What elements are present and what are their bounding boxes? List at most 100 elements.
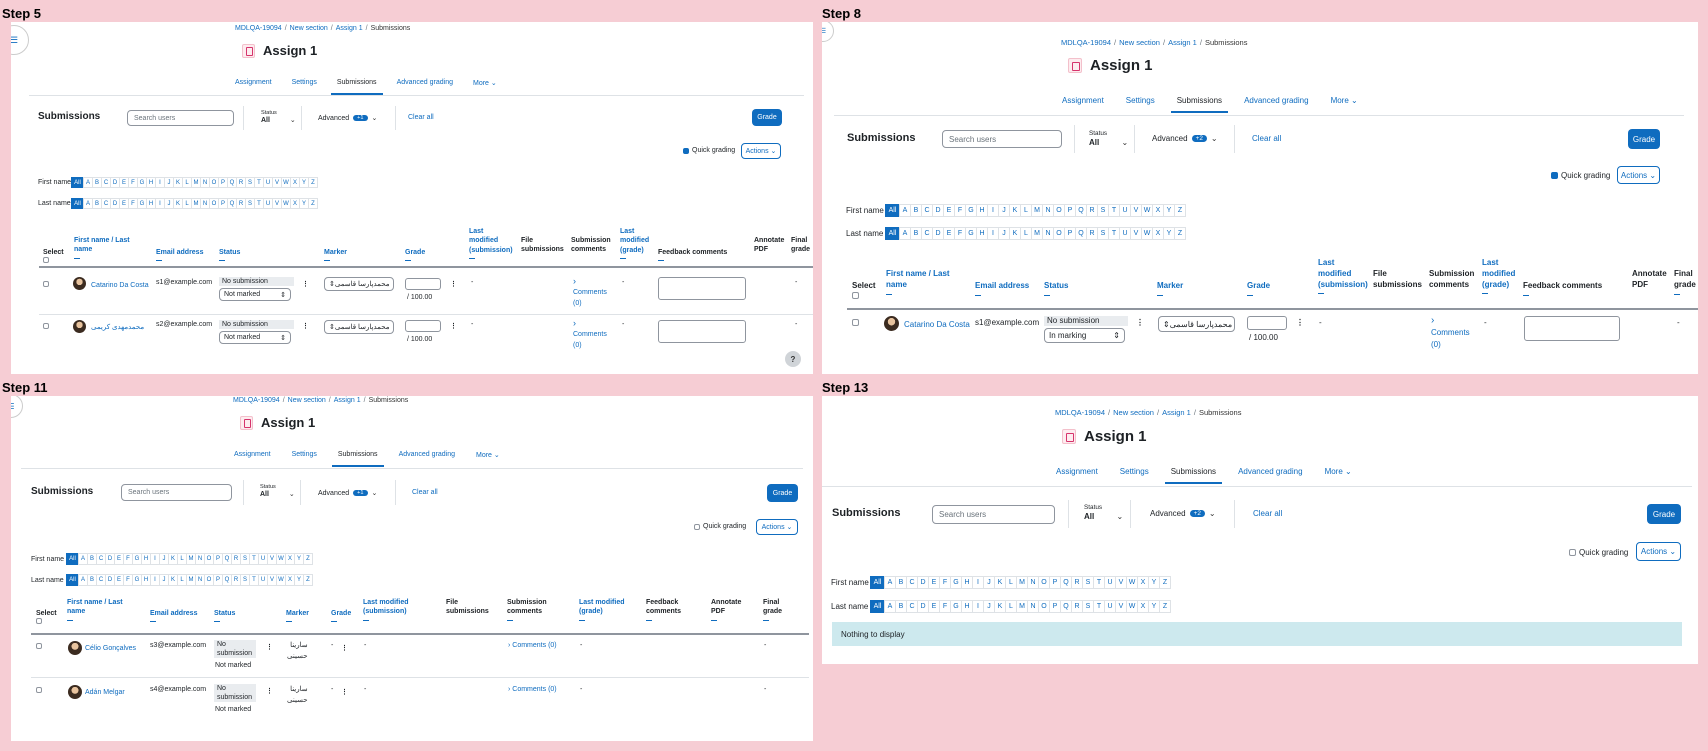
breadcrumb-section[interactable]: New section	[1113, 408, 1154, 417]
breadcrumb-course[interactable]: MDLQA-19094	[1055, 408, 1106, 417]
quick-grading-checkbox[interactable]	[694, 523, 700, 530]
breadcrumb-section[interactable]: New section	[287, 397, 326, 404]
clear-all-link[interactable]: Clear all	[408, 114, 434, 121]
tab-more[interactable]: More ⌄	[1330, 96, 1358, 105]
comments-link[interactable]: Comments (0)	[573, 331, 607, 349]
drawer-toggle-icon[interactable]: ☰	[822, 22, 834, 42]
grade-input[interactable]	[405, 320, 441, 332]
breadcrumb-course[interactable]: MDLQA-19094	[233, 397, 280, 404]
last-initial-z[interactable]: Z	[308, 198, 318, 209]
first-initial-z[interactable]: Z	[303, 553, 313, 565]
tab-assignment[interactable]: Assignment	[1062, 96, 1104, 105]
marker-select[interactable]: ⇕ محمدپارسا قاسمی	[1158, 316, 1235, 332]
kebab-icon[interactable]: ⋮	[302, 323, 309, 330]
kebab-icon[interactable]: ⋮	[341, 689, 348, 696]
row-select-checkbox[interactable]	[852, 319, 859, 326]
last-initial-z[interactable]: Z	[303, 574, 313, 586]
header-marker[interactable]: Marker	[1157, 281, 1183, 296]
kebab-icon[interactable]: ⋮	[1136, 318, 1144, 327]
breadcrumb-assign[interactable]: Assign 1	[333, 397, 361, 404]
user-name-link[interactable]: محمدمهدی کریمی	[91, 324, 145, 331]
user-name-link[interactable]: Catarino Da Costa	[91, 282, 149, 289]
row-select-checkbox[interactable]	[43, 281, 49, 287]
search-input[interactable]: Search users	[932, 505, 1055, 524]
clear-all-link[interactable]: Clear all	[1252, 134, 1282, 143]
kebab-icon[interactable]: ⋮	[302, 281, 309, 288]
tab-more[interactable]: More ⌄	[473, 80, 497, 87]
marking-workflow-select[interactable]: Not marked ⇕	[219, 288, 291, 301]
header-email[interactable]: Email address	[156, 248, 203, 262]
breadcrumb-course[interactable]: MDLQA-19094	[1061, 38, 1112, 47]
header-grade[interactable]: Grade	[1247, 281, 1270, 296]
status-filter[interactable]: Status All ⌄	[1084, 504, 1123, 522]
row-select-checkbox[interactable]	[43, 323, 49, 329]
grade-button[interactable]: Grade	[752, 109, 782, 126]
tab-settings[interactable]: Settings	[291, 79, 317, 86]
header-status[interactable]: Status	[214, 609, 235, 623]
actions-button[interactable]: Actions ⌄	[1636, 542, 1681, 561]
header-grade[interactable]: Grade	[331, 609, 351, 623]
search-input[interactable]: Search users	[121, 484, 232, 501]
header-last-modified-submission[interactable]: Last modified (submission)	[363, 598, 433, 621]
header-feedback-comments[interactable]: Feedback comments	[1523, 281, 1602, 296]
marking-workflow-select[interactable]: Not marked ⇕	[219, 331, 291, 344]
grade-button[interactable]: Grade	[767, 484, 798, 502]
comments-link[interactable]: › Comments (0)	[508, 642, 557, 649]
breadcrumb-assign[interactable]: Assign 1	[1168, 38, 1197, 47]
tab-settings[interactable]: Settings	[1119, 467, 1149, 476]
chevron-right-icon[interactable]: ›	[573, 276, 576, 286]
tab-settings[interactable]: Settings	[1125, 96, 1155, 105]
header-last-modified-submission[interactable]: Last modified (submission)	[1318, 258, 1368, 295]
marker-select[interactable]: ⇕ محمدپارسا قاسمی	[324, 277, 394, 291]
tab-advanced-grading[interactable]: Advanced grading	[398, 451, 455, 458]
tab-more[interactable]: More ⌄	[1324, 467, 1352, 476]
tab-submissions[interactable]: Submissions	[331, 451, 384, 467]
drawer-toggle-icon[interactable]: ☰	[11, 396, 23, 418]
header-status[interactable]: Status	[1044, 281, 1068, 296]
select-all-checkbox[interactable]	[43, 257, 49, 264]
breadcrumb-assign[interactable]: Assign 1	[1162, 408, 1191, 417]
quick-grading-toggle[interactable]: Quick grading	[694, 523, 746, 530]
kebab-icon[interactable]: ⋮	[1296, 318, 1304, 327]
advanced-filter[interactable]: Advanced +2 ⌄	[1152, 134, 1218, 143]
feedback-textarea[interactable]	[1524, 316, 1620, 341]
grade-input[interactable]	[405, 278, 441, 290]
user-name-link[interactable]: Catarino Da Costa	[904, 320, 970, 329]
tab-submissions[interactable]: Submissions	[330, 79, 383, 95]
kebab-icon[interactable]: ⋮	[450, 281, 457, 288]
header-marker[interactable]: Marker	[324, 248, 347, 262]
breadcrumb-course[interactable]: MDLQA-19094	[235, 25, 282, 32]
advanced-filter[interactable]: Advanced +1 ⌄	[318, 489, 377, 498]
first-initial-all[interactable]: All	[870, 576, 885, 589]
quick-grading-toggle[interactable]: Quick grading	[1551, 171, 1610, 180]
tab-assignment[interactable]: Assignment	[234, 451, 271, 458]
tab-submissions[interactable]: Submissions	[1170, 96, 1229, 113]
quick-grading-checkbox[interactable]	[683, 147, 689, 154]
tab-submissions[interactable]: Submissions	[1164, 467, 1223, 484]
actions-button[interactable]: Actions ⌄	[741, 143, 781, 159]
last-initial-all[interactable]: All	[870, 600, 885, 613]
quick-grading-toggle[interactable]: Quick grading	[1569, 548, 1628, 557]
chevron-right-icon[interactable]: ›	[573, 318, 576, 328]
header-name[interactable]: First name / Last name	[886, 269, 952, 295]
actions-button[interactable]: Actions ⌄	[756, 519, 798, 535]
help-icon[interactable]: ?	[785, 351, 801, 367]
breadcrumb-assign[interactable]: Assign 1	[335, 25, 363, 32]
advanced-filter[interactable]: Advanced +1 ⌄	[318, 114, 377, 123]
header-grade[interactable]: Grade	[405, 248, 425, 262]
quick-grading-checkbox[interactable]	[1569, 549, 1576, 556]
drawer-toggle-icon[interactable]: ☰	[11, 25, 29, 55]
header-name[interactable]: First name / Last name	[67, 598, 129, 621]
status-filter[interactable]: Status All ⌄	[261, 110, 296, 126]
select-all-checkbox[interactable]	[36, 618, 42, 625]
advanced-filter[interactable]: Advanced +2 ⌄	[1150, 509, 1216, 518]
breadcrumb-section[interactable]: New section	[289, 25, 328, 32]
first-initial-z[interactable]: Z	[1174, 204, 1186, 217]
header-email[interactable]: Email address	[975, 281, 1029, 296]
comments-link[interactable]: Comments (0)	[573, 289, 607, 307]
header-last-modified-grade[interactable]: Last modified (grade)	[620, 227, 652, 260]
header-name[interactable]: First name / Last name	[74, 236, 134, 259]
tab-assignment[interactable]: Assignment	[1056, 467, 1098, 476]
clear-all-link[interactable]: Clear all	[412, 489, 438, 496]
search-input[interactable]: Search users	[127, 110, 234, 126]
